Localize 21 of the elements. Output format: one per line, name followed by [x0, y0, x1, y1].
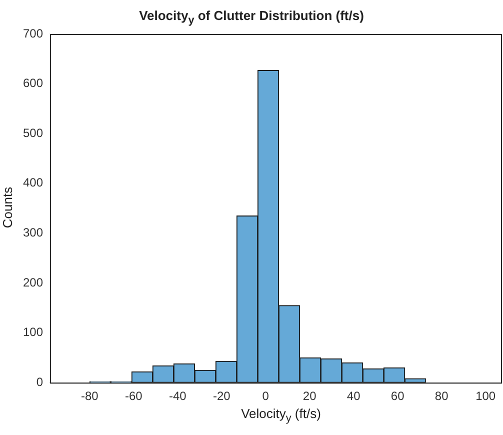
x-axis-title: Velocity$_{y}$ (ft/s) — [240, 406, 322, 425]
y-tick-label: 600 — [22, 76, 44, 90]
chart-title: Velocity$_{y}$ of Clutter Distribution (ft/s) — [138, 8, 365, 27]
x-tick-label: 80 — [434, 389, 449, 404]
x-tick-label: -60 — [124, 389, 143, 404]
y-tick-label: 0 — [36, 374, 44, 389]
x-tick-label: 100 — [476, 389, 496, 404]
x-tick-label: 20 — [302, 389, 317, 404]
x-tick-label: 0 — [262, 389, 270, 404]
y-tick-label: 300 — [22, 226, 44, 240]
x-tick-label: -20 — [212, 389, 231, 404]
x-tick-label: -80 — [80, 389, 99, 404]
y-tick-label: 100 — [22, 325, 44, 340]
y-axis-title: Counts — [0, 186, 16, 228]
y-tick-label: 500 — [22, 126, 44, 140]
x-tick-label: 40 — [346, 389, 361, 404]
x-tick-label: -40 — [168, 389, 187, 404]
y-tick-label: 400 — [22, 176, 44, 190]
y-tick-label: 700 — [22, 26, 44, 40]
y-tick-label: 200 — [22, 275, 44, 290]
x-tick-label: 60 — [390, 389, 405, 404]
